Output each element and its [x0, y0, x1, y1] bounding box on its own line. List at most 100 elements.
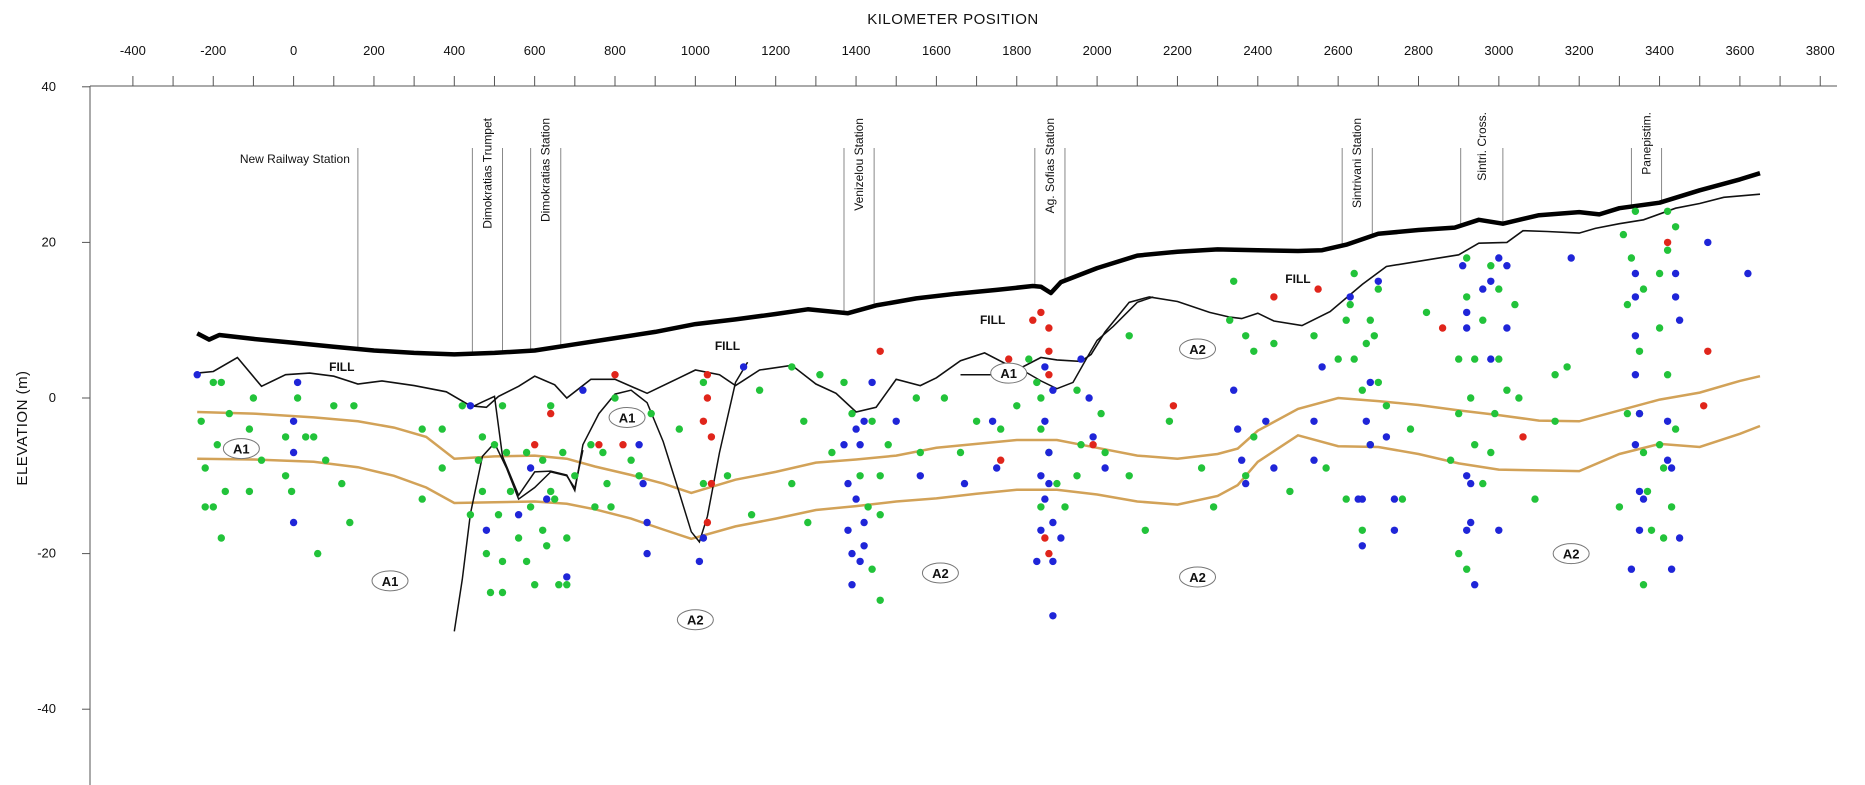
unit-label: A2: [687, 613, 704, 628]
data-point: [868, 378, 876, 387]
data-point: [619, 441, 627, 449]
data-point: [1659, 534, 1668, 542]
data-point: [940, 394, 949, 402]
data-point: [876, 472, 884, 480]
data-point: [1037, 394, 1045, 402]
x-tick-label: 3600: [1725, 43, 1754, 58]
data-point: [1358, 542, 1367, 550]
x-tick-label: 0: [290, 43, 297, 58]
data-point: [860, 518, 868, 527]
data-point: [1013, 402, 1021, 410]
data-point: [245, 425, 254, 433]
data-point: [788, 479, 796, 488]
data-point: [1663, 456, 1672, 464]
data-point: [249, 394, 258, 402]
x-tick-label: 2400: [1243, 43, 1272, 58]
data-point: [892, 417, 900, 425]
data-point: [1033, 378, 1041, 387]
data-point: [997, 425, 1005, 433]
unit-label: A1: [1000, 366, 1017, 381]
x-tick-label: -200: [200, 43, 226, 58]
data-point: [755, 386, 764, 394]
data-point: [860, 417, 868, 425]
data-point: [1073, 386, 1081, 394]
station-label: New Railway Station: [240, 152, 350, 166]
data-point: [1631, 293, 1640, 301]
data-point: [1491, 409, 1499, 418]
x-tick-label: 3800: [1806, 43, 1835, 58]
x-axis-title: KILOMETER POSITION: [867, 11, 1039, 28]
a1-boundary-line: [453, 441, 584, 632]
data-point: [466, 511, 475, 519]
x-tick-label: 200: [363, 43, 385, 58]
data-point: [587, 441, 595, 449]
data-point: [1045, 371, 1053, 379]
data-point: [1659, 464, 1668, 472]
unit-label: A2: [1563, 547, 1580, 562]
data-point: [1623, 409, 1632, 418]
data-point: [438, 425, 446, 433]
data-point: [1479, 479, 1487, 488]
data-point: [1631, 207, 1640, 215]
data-point: [1655, 269, 1664, 278]
data-point: [257, 456, 266, 464]
data-point: [563, 534, 571, 542]
data-point: [1551, 417, 1559, 425]
data-point: [695, 557, 704, 566]
data-point: [1382, 402, 1391, 410]
data-point: [1631, 441, 1640, 449]
x-tick-label: 1400: [842, 43, 871, 58]
unit-label: A2: [1189, 570, 1206, 585]
fill-label: FILL: [1285, 272, 1310, 286]
data-point: [703, 394, 712, 402]
data-point: [514, 534, 523, 542]
data-point: [302, 433, 310, 441]
data-point: [1041, 534, 1049, 542]
data-point: [193, 371, 201, 379]
data-point: [1041, 363, 1049, 371]
data-point: [551, 495, 559, 503]
y-tick-label: 40: [42, 79, 56, 94]
data-point: [1655, 441, 1664, 449]
data-point: [478, 433, 487, 441]
y-tick-label: -40: [37, 701, 56, 716]
data-point: [1366, 441, 1375, 449]
data-point: [1374, 285, 1383, 293]
data-point: [1503, 262, 1511, 270]
data-point: [1310, 417, 1318, 425]
data-point: [1531, 495, 1539, 503]
data-point: [1346, 293, 1354, 301]
data-point: [1209, 503, 1218, 511]
unit-label-bubble: [371, 570, 409, 592]
data-point: [1045, 324, 1053, 332]
data-point: [916, 472, 924, 480]
data-point: [956, 448, 965, 457]
data-point: [555, 581, 563, 589]
data-point: [639, 479, 647, 488]
data-point: [1663, 246, 1672, 254]
data-point: [1310, 456, 1318, 464]
data-point: [1495, 254, 1503, 262]
unit-label-bubble: [676, 609, 714, 631]
data-point: [1045, 479, 1053, 488]
data-point: [1197, 464, 1206, 472]
data-point: [699, 534, 708, 542]
data-point: [1382, 433, 1391, 441]
data-point: [543, 495, 551, 503]
data-point: [1479, 285, 1487, 293]
data-point: [498, 588, 507, 597]
data-point: [1286, 487, 1294, 496]
data-point: [1270, 293, 1278, 301]
data-point: [1639, 495, 1648, 503]
data-point: [1037, 503, 1045, 511]
data-point: [844, 526, 852, 534]
data-point: [1511, 300, 1519, 309]
data-point: [1165, 417, 1174, 425]
data-point: [1061, 503, 1069, 511]
data-point: [1334, 355, 1342, 363]
data-point: [1358, 526, 1367, 534]
fill-label: FILL: [715, 339, 740, 353]
data-point: [1567, 254, 1575, 262]
y-tick-label: -20: [37, 546, 56, 561]
data-point: [1667, 565, 1676, 573]
